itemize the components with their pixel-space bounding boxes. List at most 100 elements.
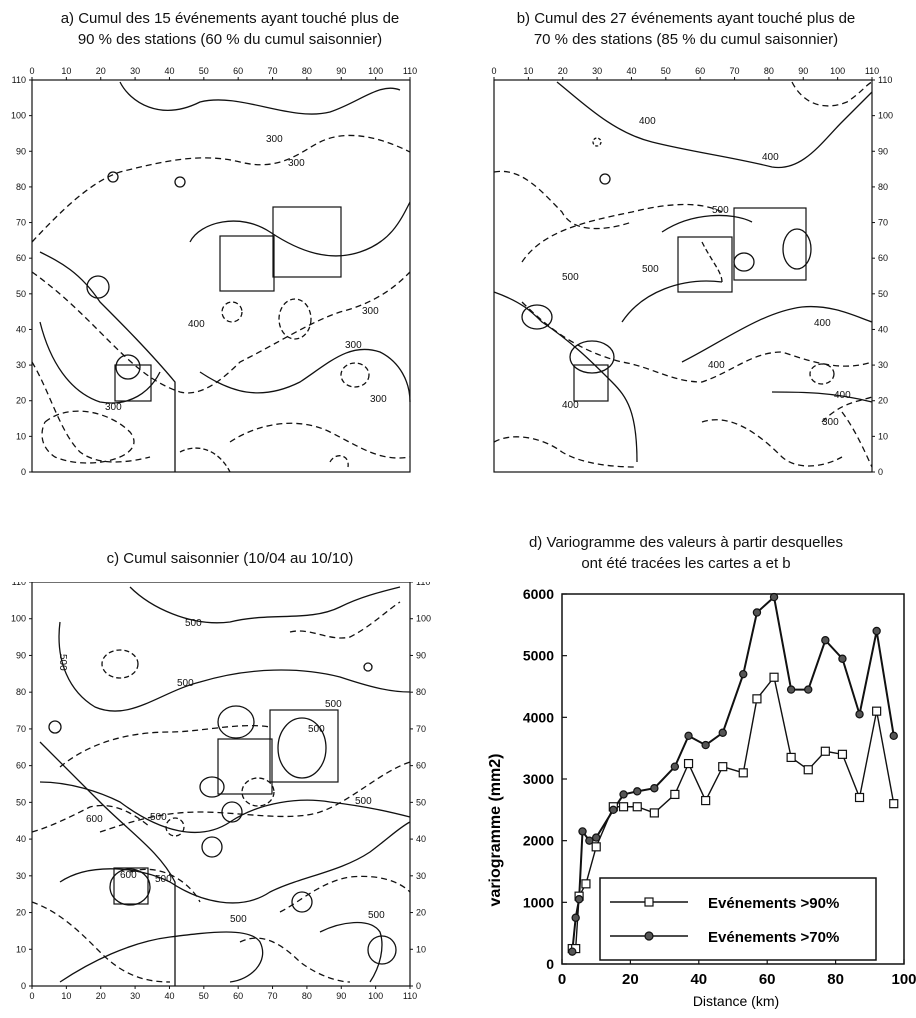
data-point-square bbox=[581, 879, 591, 889]
tick-label: 80 bbox=[416, 687, 426, 697]
tick-label: 20 bbox=[96, 991, 106, 1001]
tick-label: 20 bbox=[878, 396, 888, 406]
tick-label: 110 bbox=[403, 66, 417, 76]
contour-label: 300 bbox=[822, 417, 839, 428]
contour-label: 400 bbox=[562, 400, 579, 411]
tick-label: 30 bbox=[130, 991, 140, 1001]
tick-label: 90 bbox=[416, 650, 426, 660]
x-tick-label: 100 bbox=[891, 971, 916, 988]
data-point-circle bbox=[670, 762, 680, 771]
data-point-square bbox=[889, 799, 899, 809]
tick-label: 20 bbox=[558, 66, 568, 76]
tick-label: 0 bbox=[878, 467, 883, 477]
x-axis-label: Distance (km) bbox=[693, 993, 779, 1009]
tick-label: 10 bbox=[61, 991, 71, 1001]
tick-label: 10 bbox=[523, 66, 533, 76]
data-point-circle bbox=[578, 827, 587, 836]
panel-c-title-line1: c) Cumul saisonnier (10/04 au 10/10) bbox=[106, 550, 354, 567]
data-point-circle bbox=[568, 947, 577, 956]
data-point-circle bbox=[585, 836, 594, 845]
tick-label: 20 bbox=[16, 908, 26, 918]
panel-c-map: 0 10 20 30 40 50 60 70 80 90 100 110 01020304050607… bbox=[11, 582, 431, 1001]
contour-label: 300 bbox=[362, 306, 379, 317]
data-point-circle bbox=[786, 685, 796, 694]
tick-label: 10 bbox=[16, 944, 26, 954]
tick-label: 0 bbox=[21, 467, 26, 477]
tick-label: 30 bbox=[16, 360, 26, 370]
contour-label: 500 bbox=[155, 874, 172, 885]
left-ticks: 0 10 20 30 40 50 60 70 80 90 100 110 bbox=[11, 75, 32, 477]
data-point-square bbox=[632, 802, 642, 812]
tick-label: 50 bbox=[16, 289, 26, 299]
tick-label: 40 bbox=[16, 324, 26, 334]
data-point-circle bbox=[821, 636, 830, 645]
tick-label: 90 bbox=[798, 66, 808, 76]
tick-label: 60 bbox=[233, 66, 243, 76]
tick-label: 0 bbox=[21, 981, 26, 991]
y-tick-label: 1000 bbox=[523, 894, 554, 910]
map-frame bbox=[493, 79, 873, 473]
data-point-circle bbox=[718, 728, 727, 737]
contour-label: 400 bbox=[762, 152, 779, 163]
legend: Evénements >90% Evénements >70% bbox=[599, 877, 877, 961]
contour-lines bbox=[31, 81, 411, 473]
tick-label: 70 bbox=[16, 218, 26, 228]
data-point-circle bbox=[591, 833, 601, 842]
data-point-square bbox=[854, 792, 865, 803]
panel-a-map: 0 10 20 30 40 50 60 70 80 90 100 110 0 10 20 30 40 50 60 7… bbox=[11, 66, 417, 477]
x-tick-label: 40 bbox=[690, 971, 707, 988]
data-point-square bbox=[649, 808, 659, 818]
right-ticks: 0 10 20 30 40 50 60 70 80 90 100 110 bbox=[410, 582, 431, 991]
contour-label: 500 bbox=[368, 910, 385, 921]
tick-label: 70 bbox=[730, 66, 740, 76]
panel-d-title-line2: ont été tracées les cartes a et b bbox=[581, 555, 791, 572]
data-point-circle bbox=[701, 740, 710, 750]
tick-label: 110 bbox=[865, 66, 879, 76]
y-tick-label: 3000 bbox=[523, 771, 554, 787]
data-point-circle bbox=[769, 592, 779, 602]
x-tick-label: 60 bbox=[759, 971, 776, 988]
data-point-circle bbox=[650, 784, 659, 793]
panel-b-title-line2: 70 % des stations (85 % du cumul saisonn… bbox=[533, 31, 839, 48]
tick-label: 100 bbox=[878, 111, 893, 121]
data-point-square bbox=[718, 762, 728, 772]
data-point-square bbox=[670, 789, 680, 800]
contour-label: 500 bbox=[712, 205, 729, 216]
tick-label: 110 bbox=[403, 991, 417, 1001]
y-axis-label: variogramme (mm2) bbox=[487, 754, 504, 907]
tick-label: 100 bbox=[830, 66, 845, 76]
tick-label: 30 bbox=[16, 871, 26, 881]
data-point-circle bbox=[739, 669, 748, 679]
tick-label: 50 bbox=[878, 289, 888, 299]
tick-label: 70 bbox=[416, 724, 426, 734]
data-point-square bbox=[837, 749, 848, 759]
contour-labels: 400 400 500 500 500 400 400 400 300 400 bbox=[562, 116, 851, 428]
data-point-square bbox=[683, 758, 694, 769]
y-tick-label: 5000 bbox=[523, 648, 554, 664]
data-point-circle bbox=[872, 626, 881, 636]
tick-label: 100 bbox=[368, 991, 383, 1001]
tick-label: 40 bbox=[626, 66, 636, 76]
contour-label: 400 bbox=[834, 390, 851, 401]
tick-label: 90 bbox=[878, 146, 888, 156]
contour-label: 400 bbox=[814, 318, 831, 329]
tick-label: 80 bbox=[302, 66, 312, 76]
tick-label: 110 bbox=[12, 582, 26, 587]
tick-label: 20 bbox=[416, 908, 426, 918]
contour-labels: 500 500 500 500 500 500 500 600 600 500 … bbox=[57, 618, 385, 925]
tick-label: 80 bbox=[16, 687, 26, 697]
tick-label: 110 bbox=[416, 582, 430, 587]
tick-label: 70 bbox=[268, 991, 278, 1001]
tick-label: 80 bbox=[302, 991, 312, 1001]
data-point-circle bbox=[684, 731, 693, 741]
contour-label: 300 bbox=[288, 158, 305, 169]
legend-label-series-1: Evénements >90% bbox=[708, 895, 839, 912]
contour-labels: 300 300 400 300 300 300 300 bbox=[105, 134, 387, 413]
tick-label: 70 bbox=[268, 66, 278, 76]
data-point-square bbox=[738, 768, 748, 778]
tick-label: 20 bbox=[96, 66, 106, 76]
contour-label: 500 bbox=[230, 914, 247, 925]
tick-label: 60 bbox=[416, 761, 426, 771]
tick-label: 0 bbox=[416, 981, 421, 991]
tick-label: 110 bbox=[878, 75, 892, 85]
